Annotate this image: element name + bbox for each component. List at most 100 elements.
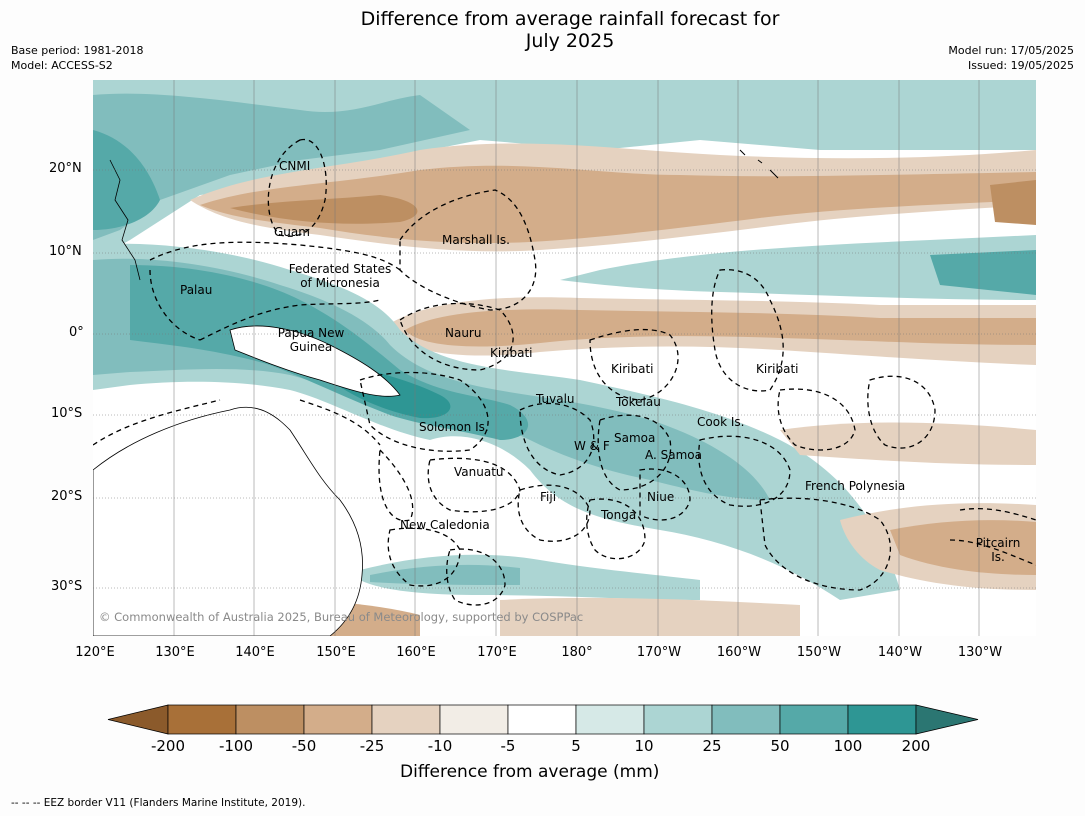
lon-label-150w: 150°W <box>796 645 842 660</box>
anomaly-north-teal-mid <box>93 93 470 240</box>
lon-label-130e: 130°E <box>155 645 195 660</box>
colorbar-segment <box>643 704 713 735</box>
colorbar-tick-label: 10 <box>634 737 654 755</box>
title-line-1: Difference from average rainfall forecas… <box>360 8 780 30</box>
graticule <box>93 169 1036 589</box>
lon-label-140w: 140°W <box>877 645 923 660</box>
label-marshall-islands: Marshall Is. <box>442 233 510 247</box>
label-wallis-futuna: W & F <box>574 439 610 453</box>
lon-label-160e: 160°E <box>396 645 436 660</box>
eez-borders <box>93 139 1036 606</box>
label-guam: Guam <box>274 225 310 239</box>
colorbar-segment <box>235 704 305 735</box>
lon-label-140e: 140°E <box>235 645 275 660</box>
lat-label-10n: 10°N <box>49 244 82 259</box>
colorbar-tick-label: -200 <box>150 737 186 755</box>
label-png-line1: Papua New <box>277 326 345 340</box>
label-nauru: Nauru <box>445 326 482 340</box>
hawaii-islands <box>739 149 779 179</box>
anomaly-north-teal-dark <box>93 130 160 230</box>
label-tonga: Tonga <box>601 508 637 522</box>
label-cnmi: CNMI <box>279 159 311 173</box>
lon-label-160w: 160°W <box>716 645 762 660</box>
label-micronesia-line2: of Micronesia <box>300 276 380 290</box>
meta-right: Model run: 17/05/2025 Issued: 19/05/2025 <box>948 43 1074 73</box>
label-palau: Palau <box>180 283 213 297</box>
label-american-samoa: A. Samoa <box>645 448 702 462</box>
label-pitcairn-line2: Is. <box>991 550 1005 564</box>
anomaly-equator-brown-core <box>405 309 1036 347</box>
colorbar-segment <box>371 704 441 735</box>
label-kiribati-west: Kiribati <box>490 346 533 360</box>
lon-label-180: 180° <box>561 645 593 660</box>
colorbar-segment <box>507 704 577 735</box>
lon-label-170w: 170°W <box>636 645 682 660</box>
anomaly-itcz-teal-dark <box>930 250 1036 295</box>
anomaly-bottom-light <box>500 597 800 636</box>
label-pitcairn-line1: Pitcairn <box>975 536 1021 550</box>
label-papua-new-guinea: Papua New Guinea <box>274 326 348 354</box>
colorbar-title: Difference from average (mm) <box>400 762 660 782</box>
lon-label-120e: 120°E <box>75 645 115 660</box>
anomaly-north-brown-darker <box>230 195 418 224</box>
colorbar-tick-label: -5 <box>500 737 516 755</box>
colorbar-extend-high <box>915 704 979 735</box>
label-micronesia: Federated States of Micronesia <box>285 262 395 290</box>
colorbar-tick-label: 50 <box>770 737 790 755</box>
copyright-notice: © Commonwealth of Australia 2025, Bureau… <box>99 610 584 624</box>
label-micronesia-line1: Federated States <box>288 262 392 276</box>
colorbar-tick-label: -10 <box>427 737 453 755</box>
lat-label-0: 0° <box>69 325 84 340</box>
lon-label-150e: 150°E <box>316 645 356 660</box>
colorbar-segment <box>167 704 237 735</box>
colorbar-tick-label: 100 <box>833 737 863 755</box>
anomaly-itcz-teal <box>560 235 1036 300</box>
lat-label-20n: 20°N <box>49 161 82 176</box>
colorbar-segment <box>439 704 509 735</box>
lon-label-130w: 130°W <box>957 645 1003 660</box>
anomaly-cook-brown <box>780 422 1036 465</box>
anomaly-south-brown-core <box>890 520 1036 575</box>
colorbar-tick-label: 25 <box>702 737 722 755</box>
colorbar-segment <box>575 704 645 735</box>
colorbar <box>107 704 979 735</box>
label-tuvalu: Tuvalu <box>536 392 575 406</box>
colorbar-tick-label: -25 <box>359 737 385 755</box>
chart-title: Difference from average rainfall forecas… <box>0 8 1085 52</box>
anomaly-south-teal-mid <box>370 564 520 585</box>
colorbar-segment <box>711 704 781 735</box>
meridians <box>173 80 980 636</box>
label-pitcairn: Pitcairn Is. <box>972 536 1024 564</box>
label-solomon-islands: Solomon Is. <box>419 420 489 434</box>
australia-land <box>93 406 363 636</box>
philippines-land <box>109 159 141 281</box>
anomaly-north-brown-core <box>200 165 1036 244</box>
label-kiribati-east: Kiribati <box>756 362 799 376</box>
label-kiribati-central: Kiribati <box>611 362 654 376</box>
issued-date: Issued: 19/05/2025 <box>967 59 1074 72</box>
lat-label-10s: 10°S <box>51 406 83 421</box>
label-samoa: Samoa <box>614 431 656 445</box>
colorbar-tick-label: -50 <box>291 737 317 755</box>
label-vanuatu: Vanuatu <box>454 465 504 479</box>
anomaly-brown-east <box>990 180 1036 225</box>
colorbar-tick-label: 200 <box>901 737 931 755</box>
label-new-caledonia: New Caledonia <box>400 518 490 532</box>
map-area <box>93 80 1036 636</box>
label-french-polynesia: French Polynesia <box>805 479 906 493</box>
colorbar-segment <box>847 704 917 735</box>
label-cook-islands: Cook Is. <box>697 415 745 429</box>
model-name: Model: ACCESS-S2 <box>11 59 113 72</box>
colorbar-extend-low <box>107 704 169 735</box>
label-tokelau: Tokelau <box>616 395 661 409</box>
model-run: Model run: 17/05/2025 <box>948 44 1074 57</box>
label-niue: Niue <box>647 490 675 504</box>
lat-label-20s: 20°S <box>51 489 83 504</box>
eez-legend-note: -- -- -- EEZ border V11 (Flanders Marine… <box>11 797 306 809</box>
base-period: Base period: 1981-2018 <box>11 44 144 57</box>
meta-left: Base period: 1981-2018 Model: ACCESS-S2 <box>11 43 143 73</box>
colorbar-segment <box>303 704 373 735</box>
lon-label-170e: 170°E <box>477 645 517 660</box>
colorbar-tick-label: -100 <box>218 737 254 755</box>
